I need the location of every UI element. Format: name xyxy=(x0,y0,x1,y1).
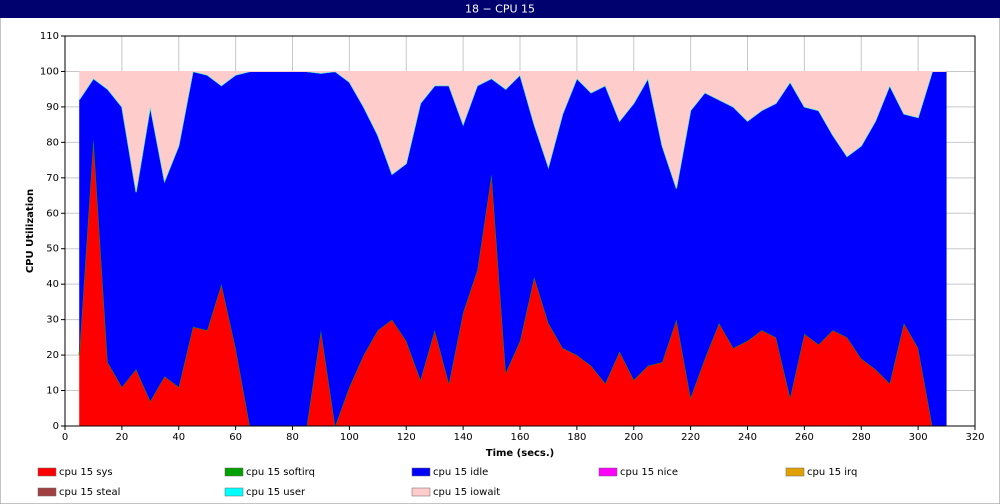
legend-swatch xyxy=(37,487,57,497)
area xyxy=(79,71,947,427)
y-tick-label: 70 xyxy=(46,173,59,184)
chart-title: 18 − CPU 15 xyxy=(465,3,535,16)
y-tick-label: 100 xyxy=(40,66,59,77)
legend-swatch xyxy=(224,467,244,477)
x-tick-label: 80 xyxy=(286,432,299,443)
y-tick-label: 60 xyxy=(46,208,59,219)
legend-swatch xyxy=(411,487,431,497)
x-tick-label: 260 xyxy=(795,432,814,443)
legend-label: cpu 15 user xyxy=(246,487,306,498)
x-tick-label: 280 xyxy=(852,432,871,443)
plot-frame xyxy=(64,35,976,427)
y-tick-label: 10 xyxy=(46,386,59,397)
title-bar xyxy=(0,0,1000,18)
y-tick-label: 90 xyxy=(46,102,59,113)
legend-label: cpu 15 steal xyxy=(59,487,120,498)
legend-label: cpu 15 nice xyxy=(620,467,678,478)
x-axis-label: Time (secs.) xyxy=(486,448,555,459)
legend-swatch xyxy=(411,467,431,477)
legend-label: cpu 15 sys xyxy=(59,467,113,478)
x-tick-label: 140 xyxy=(454,432,473,443)
plot xyxy=(64,35,976,427)
x-tick-label: 180 xyxy=(567,432,586,443)
legend-swatch xyxy=(37,467,57,477)
legend-swatch xyxy=(598,467,618,477)
x-tick-label: 240 xyxy=(738,432,757,443)
x-tick-label: 40 xyxy=(172,432,185,443)
legend-label: cpu 15 iowait xyxy=(433,487,500,498)
y-tick-label: 20 xyxy=(46,350,59,361)
y-tick-label: 50 xyxy=(46,244,59,255)
legend-label: cpu 15 irq xyxy=(807,467,857,478)
x-tick-label: 300 xyxy=(909,432,928,443)
y-tick-label: 110 xyxy=(40,31,59,42)
x-tick-label: 0 xyxy=(62,432,68,443)
x-tick-label: 20 xyxy=(116,432,129,443)
legend-swatch xyxy=(224,487,244,497)
legend-label: cpu 15 softirq xyxy=(246,467,315,478)
y-tick-label: 30 xyxy=(46,315,59,326)
y-tick-label: 0 xyxy=(53,421,59,432)
x-tick-label: 100 xyxy=(340,432,359,443)
y-axis-label: CPU Utilization xyxy=(25,189,36,273)
area xyxy=(79,71,947,192)
x-tick-label: 200 xyxy=(624,432,643,443)
y-tick-label: 80 xyxy=(46,137,59,148)
x-tick-label: 60 xyxy=(229,432,242,443)
x-tick-label: 160 xyxy=(510,432,529,443)
y-tick-label: 40 xyxy=(46,279,59,290)
x-tick-label: 320 xyxy=(965,432,984,443)
x-tick-label: 120 xyxy=(397,432,416,443)
x-tick-label: 220 xyxy=(681,432,700,443)
legend-swatch xyxy=(785,467,805,477)
area xyxy=(79,138,947,426)
legend-label: cpu 15 idle xyxy=(433,467,488,478)
